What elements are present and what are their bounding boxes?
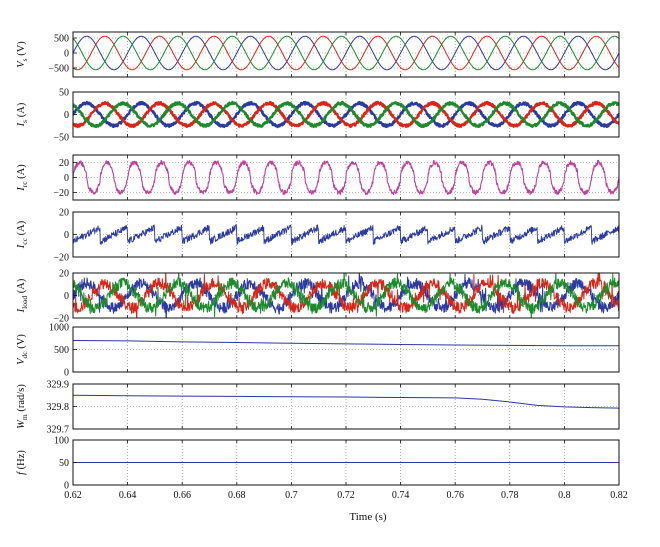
ylabel-iload: Iload (A)	[16, 278, 29, 313]
ytick-label-wm: 329.9	[47, 380, 70, 391]
phase-line-vs-3	[73, 35, 619, 71]
ylabel-subscript-irc: rc	[20, 181, 29, 187]
ylabel-wm: Wm (rad/s)	[16, 384, 29, 429]
ytick-label-is: 0	[64, 110, 69, 121]
ylabel-symbol-icc: I	[16, 244, 27, 249]
ylabel-vdc: Vdc (V)	[16, 334, 29, 365]
phase-line-is-1	[73, 100, 619, 129]
phase-line-is-2	[73, 100, 619, 129]
series-group-vdc	[73, 340, 619, 347]
phase-line-vs-2	[73, 35, 619, 71]
xtick-label: 0.68	[228, 490, 246, 501]
x-axis-label: Time (s)	[349, 511, 387, 523]
ytick-label-wm: 329.7	[47, 425, 70, 436]
series-group-is	[73, 100, 619, 129]
series-line-vdc	[73, 340, 619, 347]
ylabel-subscript-iload: load	[20, 296, 29, 309]
ylabel-subscript-wm: m	[20, 414, 29, 420]
series-group-iload	[73, 273, 619, 318]
ytick-label-iload: 0	[64, 291, 69, 302]
ytick-label-is: −50	[53, 133, 69, 144]
series-line-wm	[73, 394, 619, 409]
xtick-label: 0.78	[501, 490, 519, 501]
panel-irc: 20 0 −20 Irc (A)	[16, 154, 620, 201]
xtick-label: 0.62	[64, 490, 82, 501]
ytick-label-icc: −20	[53, 253, 69, 264]
ylabel-unit-iload: (A)	[16, 278, 27, 296]
ylabel-irc: Irc (A)	[16, 164, 29, 192]
xtick-label: 0.72	[337, 490, 355, 501]
phase-line-iload-2	[73, 273, 619, 318]
ylabel-unit-f: (Hz)	[16, 450, 27, 472]
ytick-label-vs: 500	[54, 34, 69, 45]
ylabel-subscript-vs: s	[20, 58, 29, 61]
ylabel-symbol-is: I	[16, 122, 27, 127]
ylabel-unit-icc: (A)	[16, 220, 27, 238]
series-line-icc	[73, 224, 619, 246]
x-axis: 0.62 0.64 0.66 0.68 0.7 0.72 0.74 0.76 0.78 0.8 0.…	[64, 490, 628, 501]
panel-iload: 20 0 −20 Iload (A)	[16, 269, 620, 325]
ylabel-symbol-f: f	[16, 470, 27, 475]
panel-icc: 20 0 −20 Icc (A)	[16, 208, 620, 264]
ytick-label-f: 50	[59, 458, 69, 469]
panel-vs: 500 0 −500 Vs (V)	[16, 31, 620, 78]
xtick-label: 0.82	[610, 490, 628, 501]
ylabel-subscript-icc: cc	[20, 237, 29, 244]
xtick-label: 0.74	[392, 490, 410, 501]
ylabel-unit-vdc: (V)	[16, 334, 27, 352]
ytick-label-f: 100	[54, 436, 69, 447]
panel-is: 50 0 −50 Is (A)	[16, 88, 620, 144]
panel-f: 100 50 0 f (Hz)	[16, 436, 620, 492]
ylabel-unit-irc: (A)	[16, 164, 27, 182]
xtick-label: 0.66	[173, 490, 191, 501]
ytick-label-vdc: 1000	[49, 323, 69, 334]
series-group-wm	[73, 394, 619, 409]
ylabel-subscript-is: s	[20, 120, 29, 123]
ytick-label-iload: 20	[59, 269, 69, 280]
ytick-label-iload: −20	[53, 314, 69, 325]
ylabel-symbol-iload: I	[16, 308, 27, 313]
ytick-label-f: 0	[64, 481, 69, 492]
xtick-label: 0.76	[446, 490, 464, 501]
panel-vdc: 1000 500 0 Vdc (V)	[16, 323, 620, 379]
ytick-label-is: 50	[59, 88, 69, 99]
ytick-label-icc: 20	[59, 208, 69, 219]
series-group-irc	[73, 159, 619, 196]
ylabel-vs: Vs (V)	[16, 41, 29, 68]
ytick-label-vdc: 0	[64, 368, 69, 379]
ylabel-unit-is: (A)	[16, 102, 27, 120]
xtick-label: 0.8	[558, 490, 571, 501]
ytick-label-irc: 0	[64, 173, 69, 184]
phase-line-vs-1	[73, 35, 619, 71]
ylabel-icc: Icc (A)	[16, 220, 29, 249]
phase-line-is-3	[73, 100, 619, 129]
ylabel-subscript-vdc: dc	[20, 351, 29, 359]
ylabel-unit-vs: (V)	[16, 41, 27, 59]
ytick-label-irc: −20	[53, 188, 69, 199]
series-group-vs	[73, 35, 619, 71]
xtick-label: 0.7	[285, 490, 298, 501]
phase-line-iload-1	[73, 273, 619, 318]
series-group-icc	[73, 224, 619, 246]
ylabel-unit-wm: (rad/s)	[16, 384, 27, 415]
ytick-label-icc: 0	[64, 230, 69, 241]
ylabel-symbol-irc: I	[16, 187, 27, 192]
ylabel-f: f (Hz)	[16, 450, 27, 475]
ylabel-symbol-wm: W	[16, 419, 27, 429]
ytick-label-vs: 0	[64, 49, 69, 60]
ylabel-is: Is (A)	[16, 102, 29, 127]
ytick-label-vdc: 500	[54, 345, 69, 356]
ytick-label-wm: 329.8	[47, 402, 70, 413]
ylabel-symbol-vdc: V	[16, 357, 27, 365]
phase-line-iload-3	[73, 273, 619, 318]
series-line-irc	[73, 159, 619, 196]
ytick-label-vs: −500	[48, 64, 69, 75]
xtick-label: 0.64	[119, 490, 137, 501]
ytick-label-irc: 20	[59, 158, 69, 169]
ylabel-symbol-vs: V	[16, 60, 27, 68]
panel-wm: 329.9 329.8 329.7 Wm (rad/s)	[16, 380, 620, 436]
